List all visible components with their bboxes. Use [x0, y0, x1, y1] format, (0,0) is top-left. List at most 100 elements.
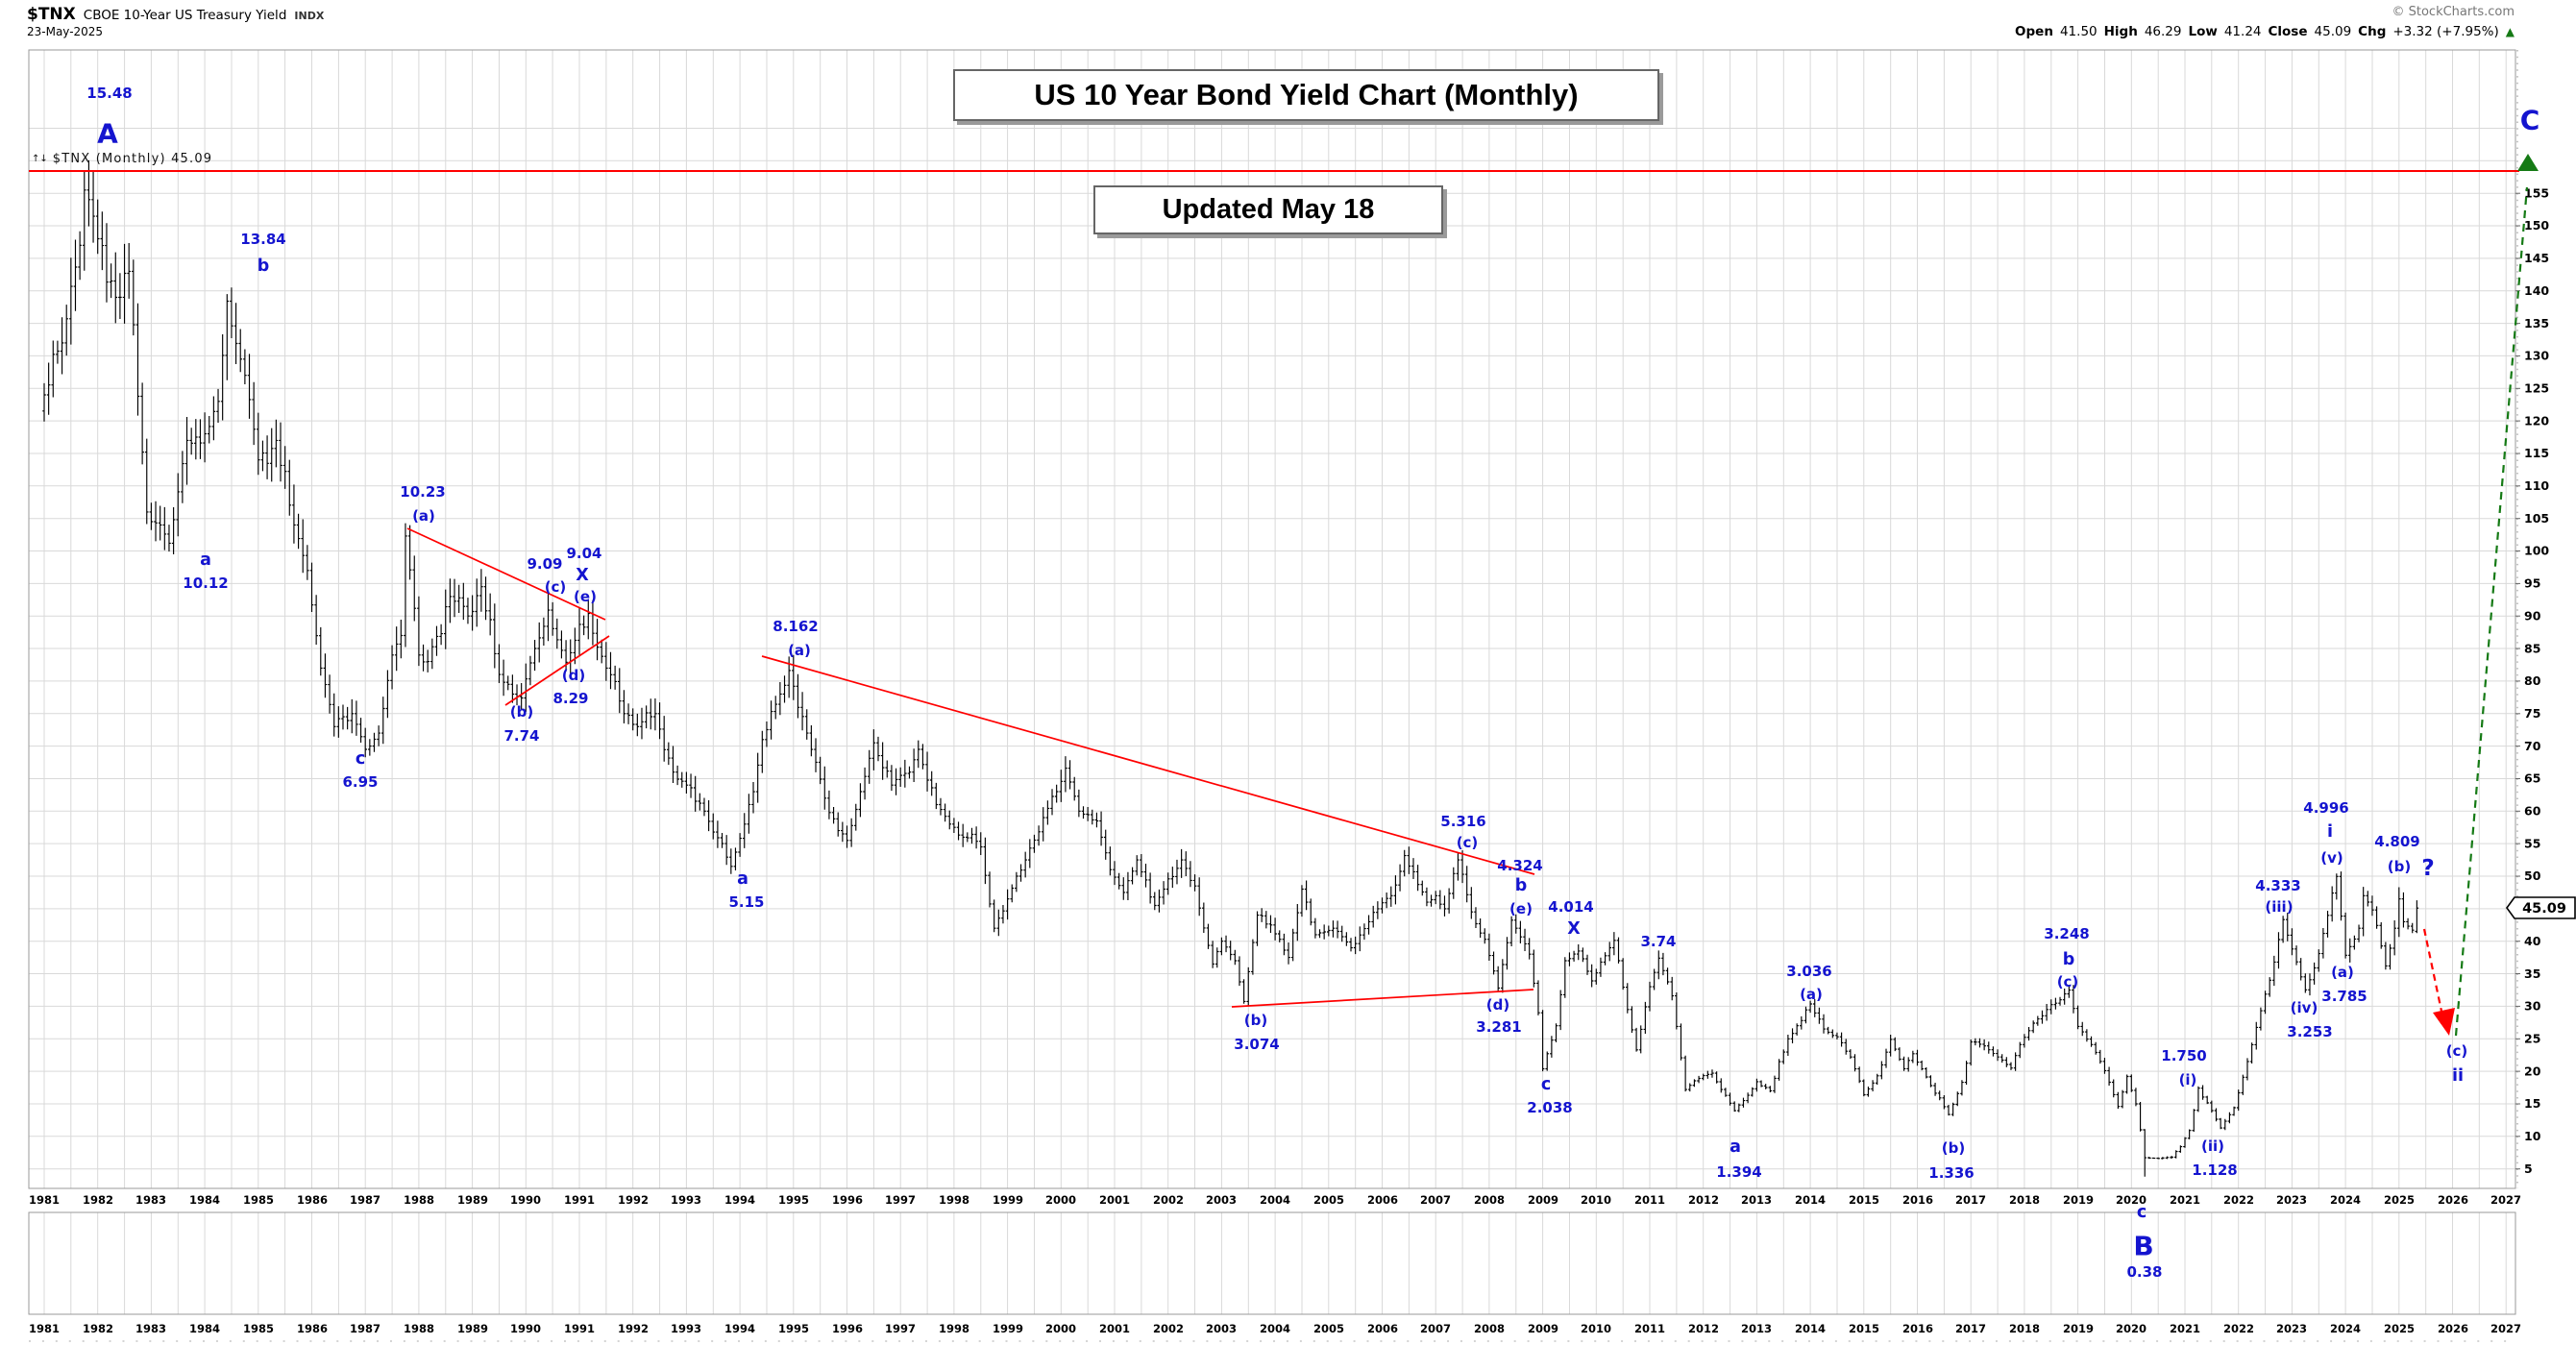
- plot-borders: [28, 49, 2518, 1342]
- wave-annotation-c: (c): [2446, 1042, 2468, 1060]
- year-tick-label: 2013: [1741, 1193, 1772, 1207]
- year-tick-label: 1995: [778, 1322, 809, 1335]
- close-value: 45.09: [2314, 24, 2352, 39]
- year-tick-label: 1992: [618, 1193, 649, 1207]
- wave-annotation-829: 8.29: [552, 690, 588, 707]
- wave-annotation-a: (a): [412, 507, 435, 525]
- price-tick-label: 80: [2524, 673, 2541, 688]
- year-tick-label: 1996: [832, 1193, 863, 1207]
- year-tick-label: 2017: [1955, 1193, 1986, 1207]
- year-tick-label: 1998: [939, 1193, 969, 1207]
- year-tick-label: 1991: [564, 1193, 595, 1207]
- wave-annotation-3248: 3.248: [2044, 925, 2089, 942]
- wave-annotation-695: 6.95: [342, 773, 378, 791]
- wave-annotation-i: (i): [2179, 1071, 2197, 1088]
- year-tick-label: 1987: [350, 1322, 380, 1335]
- plot-legend: ↑↓ $TNX (Monthly) 45.09: [32, 152, 212, 166]
- year-tick-label: 2002: [1153, 1322, 1184, 1335]
- wave-annotation-3281: 3.281: [1476, 1018, 1521, 1036]
- year-tick-label: 2001: [1099, 1322, 1130, 1335]
- high-value: 46.29: [2144, 24, 2182, 39]
- year-tick-label: 1986: [297, 1322, 328, 1335]
- year-tick-label: 2021: [2170, 1193, 2200, 1207]
- wave-annotation-a: a: [200, 550, 211, 570]
- price-tick-label: 125: [2524, 381, 2549, 396]
- year-tick-label: 1984: [189, 1322, 220, 1335]
- year-tick-label: 2012: [1688, 1322, 1719, 1335]
- wave-annotation-b: (b): [1942, 1139, 1965, 1157]
- axis-labels: 1981 1981 1982 1982 1983 1983 1984 1984 1985 1985…: [29, 185, 2549, 1335]
- wave-annotation-c: c: [1541, 1075, 1551, 1094]
- year-tick-label: 2017: [1955, 1322, 1986, 1335]
- year-tick-label: 1985: [243, 1193, 274, 1207]
- year-tick-label: 2012: [1688, 1193, 1719, 1207]
- year-tick-label: 1993: [671, 1322, 701, 1335]
- wave-annotations: 15.48 Aa 10.12 13.84 b c 6.95 10.23 (a) 9.09 (c) 9.…: [86, 85, 2539, 1281]
- year-tick-label: 1983: [135, 1322, 166, 1335]
- year-tick-label: 2002: [1153, 1193, 1184, 1207]
- close-label: Close: [2268, 24, 2308, 39]
- gridlines: [29, 50, 2515, 1314]
- year-tick-label: 2015: [1849, 1322, 1879, 1335]
- wave-annotation-b: b: [1515, 876, 1528, 895]
- symbol-label: $TNX: [27, 5, 76, 24]
- price-tick-label: 85: [2524, 641, 2540, 655]
- year-tick-label: 2019: [2063, 1322, 2094, 1335]
- year-tick-label: 1982: [83, 1322, 113, 1335]
- wave-annotation-1336: 1.336: [1928, 1164, 1974, 1182]
- wave-ii-projection-line: [2422, 928, 2445, 1021]
- open-value: 41.50: [2059, 24, 2098, 39]
- updated-note: Updated May 18: [1162, 194, 1375, 225]
- price-tick-label: 115: [2524, 446, 2549, 460]
- chg-label: Chg: [2358, 24, 2387, 39]
- wave-annotation-1384: 13.84: [240, 231, 285, 248]
- price-tick-label: 10: [2524, 1129, 2541, 1143]
- wave-annotation-A: A: [97, 118, 118, 150]
- wave-annotation-ii: (ii): [2201, 1137, 2224, 1155]
- year-tick-label: 1994: [724, 1193, 755, 1207]
- wave-annotation-1023: 10.23: [400, 483, 445, 501]
- wave-annotation-e: (e): [574, 588, 597, 605]
- wave-annotation-c: (c): [545, 578, 567, 596]
- quote-summary: Open 41.50 High 46.29 Low 41.24 Close 45…: [2015, 24, 2515, 39]
- year-tick-label: 2013: [1741, 1322, 1772, 1335]
- price-tick-label: 135: [2524, 316, 2549, 330]
- price-tick-label: 55: [2524, 836, 2540, 850]
- year-tick-label: 1990: [510, 1322, 541, 1335]
- year-tick-label: 2022: [2223, 1193, 2254, 1207]
- wave-annotation-4809: 4.809: [2374, 833, 2419, 850]
- up-arrow-icon: ▲: [2505, 25, 2515, 38]
- wave-annotation-774: 7.74: [503, 727, 539, 745]
- price-tick-label: 75: [2524, 706, 2540, 721]
- year-tick-label: 2019: [2063, 1193, 2094, 1207]
- year-tick-label: 2007: [1420, 1322, 1451, 1335]
- chg-value: +3.32 (+7.95%): [2392, 24, 2499, 39]
- price-tick-label: 100: [2524, 544, 2549, 558]
- year-tick-label: 1985: [243, 1322, 274, 1335]
- year-tick-label: 1982: [83, 1193, 113, 1207]
- year-tick-label: 1988: [404, 1193, 434, 1207]
- price-tick-label: 20: [2524, 1064, 2541, 1078]
- wave-annotation-909: 9.09: [527, 555, 562, 573]
- year-tick-label: 1989: [457, 1193, 488, 1207]
- price-tick-label: 15: [2524, 1096, 2540, 1111]
- price-tick-label: 130: [2524, 349, 2549, 363]
- year-tick-label: 2023: [2276, 1322, 2307, 1335]
- year-tick-label: 2025: [2384, 1193, 2415, 1207]
- wave-annotation-8162: 8.162: [773, 618, 818, 635]
- wave-annotation-5316: 5.316: [1440, 813, 1485, 830]
- year-tick-label: 1981: [29, 1193, 60, 1207]
- year-tick-label: 1997: [885, 1322, 916, 1335]
- year-tick-label: 2026: [2438, 1193, 2468, 1207]
- price-tick-label: 25: [2524, 1032, 2540, 1046]
- year-tick-label: 2010: [1581, 1322, 1611, 1335]
- wave-annotation-3253: 3.253: [2287, 1023, 2332, 1040]
- year-tick-label: 1981: [29, 1322, 60, 1335]
- high-label: High: [2103, 24, 2138, 39]
- year-tick-label: 2025: [2384, 1322, 2415, 1335]
- year-tick-label: 2021: [2170, 1322, 2200, 1335]
- wave-annotation-515: 5.15: [728, 893, 764, 911]
- year-tick-label: 1992: [618, 1322, 649, 1335]
